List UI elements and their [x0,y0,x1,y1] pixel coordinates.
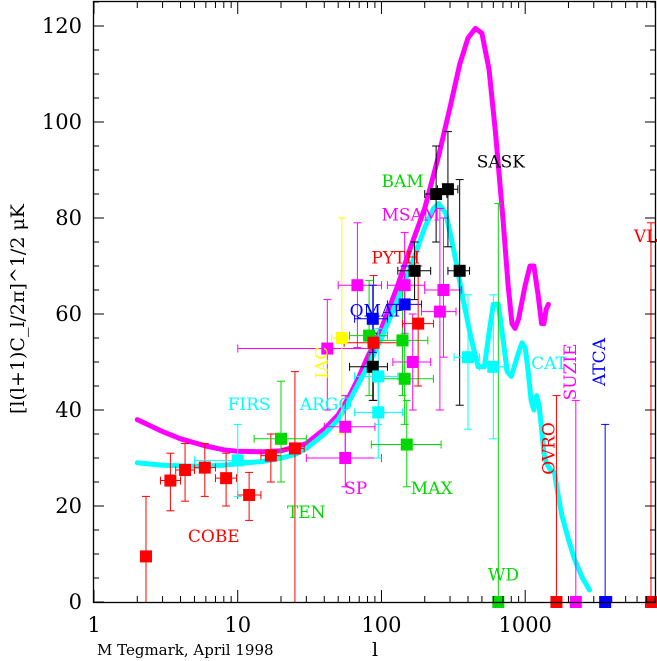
y-tick-label-40: 40 [55,398,82,422]
data-point-28 [412,317,425,330]
data-point-8 [231,454,244,467]
experiment-label-msam: MSAM [381,205,440,225]
experiment-label-vla: VLA [633,227,657,247]
data-point-3 [198,461,211,474]
model-curve-0 [134,25,551,455]
experiment-label-atca: ATCA [590,337,610,387]
error-bar-38 [571,399,580,602]
experiment-label-pyth: PYTH [371,249,420,269]
y-tick-label-80: 80 [55,206,82,230]
error-bar-10 [237,299,376,411]
error-bar-0 [141,495,150,602]
data-point-35 [487,360,500,373]
experiment-label-suzie: SUZIE [561,343,581,400]
y-tick-label-100: 100 [42,110,82,134]
data-point-20 [372,406,385,419]
data-point-34 [462,351,474,364]
x-tick-label-1000: 1000 [498,613,551,637]
data-point-22 [398,372,411,385]
data-point-31 [437,284,450,296]
error-bar-36 [494,203,503,602]
data-point-21 [396,334,409,347]
x-tick-label-1: 1 [87,613,100,637]
data-point-12 [339,420,352,433]
x-tick-label-10: 10 [224,613,251,637]
data-point-19 [372,370,385,383]
data-point-9 [275,432,287,445]
data-point-26 [406,356,419,368]
experiment-label-sp: SP [344,479,367,499]
data-point-1 [164,474,177,487]
experiment-labels: COBE FIRS TEN ARGO IAC SP MAX QMAP PYTH MSAM BAM SA… [188,153,657,586]
data-point-25 [400,438,413,451]
experiment-label-wd: WD [488,565,519,585]
error-bar-39 [601,423,610,602]
data-point-16 [366,312,379,325]
error-bar-37 [552,395,561,602]
experiment-label-cat: CAT [531,354,567,374]
experiment-label-sask: SASK [477,153,526,173]
experiment-label-firs: FIRS [228,395,271,415]
data-point-30 [433,305,446,318]
credit-line: M Tegmark, April 1998 [97,641,274,659]
data-point-11 [335,332,348,344]
axis-ticks [93,1,656,603]
experiment-label-cobe: COBE [188,527,240,547]
error-bar-33 [447,179,471,406]
experiment-label-bam: BAM [381,172,423,192]
y-tick-label-120: 120 [42,14,82,38]
x-tick-labels: 1 10 100 1000 [87,613,552,637]
data-point-24 [398,279,411,292]
experiment-label-ten: TEN [287,503,326,523]
experiment-label-qmap: QMAP [350,301,405,321]
data-point-5 [243,488,256,501]
data-point-29 [430,188,443,200]
x-tick-label-100: 100 [361,613,401,637]
y-tick-label-60: 60 [55,302,82,326]
data-point-0 [139,550,152,563]
x-axis-label: l [372,639,378,661]
data-point-17 [367,336,380,349]
data-point-13 [339,452,352,464]
experiment-label-argo: ARGO [299,395,353,415]
data-point-14 [351,279,364,292]
data-point-6 [264,449,277,462]
y-tick-labels: 0 20 40 60 80 100 120 [42,14,82,614]
experiment-label-max: MAX [411,479,454,499]
data-point-7 [288,442,301,455]
y-axis-label: [l(l+1)C_l/2π]^1/2 μK [7,203,29,414]
data-point-27 [408,264,421,277]
data-point-10 [321,342,334,355]
data-point-32 [441,183,454,196]
experiment-label-iac: IAC [312,347,332,379]
data-points [139,183,657,608]
data-point-33 [453,264,466,277]
data-point-4 [220,472,233,485]
experiment-label-ovro: OVRO [540,422,560,475]
y-tick-label-0: 0 [69,590,82,614]
data-point-18 [366,360,379,373]
data-point-23 [398,298,411,311]
y-tick-label-20: 20 [55,494,82,518]
error-bar-40 [646,222,655,602]
plot-frame [92,0,657,604]
data-point-2 [179,464,192,476]
